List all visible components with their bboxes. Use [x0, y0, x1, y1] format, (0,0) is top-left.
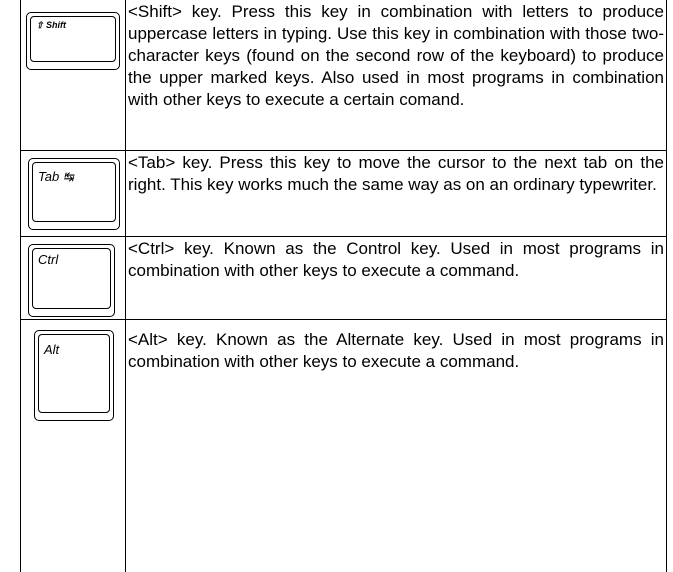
key-icon: Tab ↹: [28, 158, 120, 230]
key-description: <Ctrl> key. Known as the Control key. Us…: [128, 239, 664, 280]
table-row: Ctrl <Ctrl> key. Known as the Control ke…: [21, 237, 666, 320]
table-row: Tab ↹ <Tab> key. Press this key to move …: [21, 151, 666, 237]
table-row: ⇧ Shift <Shift> key. Press this key in c…: [21, 0, 666, 151]
key-description: <Tab> key. Press this key to move the cu…: [128, 153, 664, 194]
key-face: Tab ↹: [32, 162, 116, 222]
table-row: Alt <Alt> key. Known as the Alternate ke…: [21, 320, 666, 572]
key-description: <Shift> key. Press this key in combinati…: [128, 2, 664, 109]
key-cell: Alt: [21, 320, 126, 572]
key-cell: ⇧ Shift: [21, 0, 126, 150]
key-label: ⇧ Shift: [36, 20, 67, 30]
key-face: ⇧ Shift: [30, 16, 116, 62]
key-icon: Alt: [34, 330, 114, 421]
key-label: Ctrl: [38, 252, 59, 267]
key-icon: Ctrl: [28, 244, 115, 317]
key-table: ⇧ Shift <Shift> key. Press this key in c…: [20, 0, 667, 572]
key-description: <Alt> key. Known as the Alternate key. U…: [128, 330, 664, 371]
key-icon: ⇧ Shift: [26, 12, 120, 70]
key-face: Alt: [38, 334, 110, 413]
key-label: Tab ↹: [38, 169, 74, 184]
key-label: Alt: [44, 342, 60, 357]
key-face: Ctrl: [32, 248, 111, 309]
key-cell: Tab ↹: [21, 151, 126, 236]
key-cell: Ctrl: [21, 237, 126, 319]
